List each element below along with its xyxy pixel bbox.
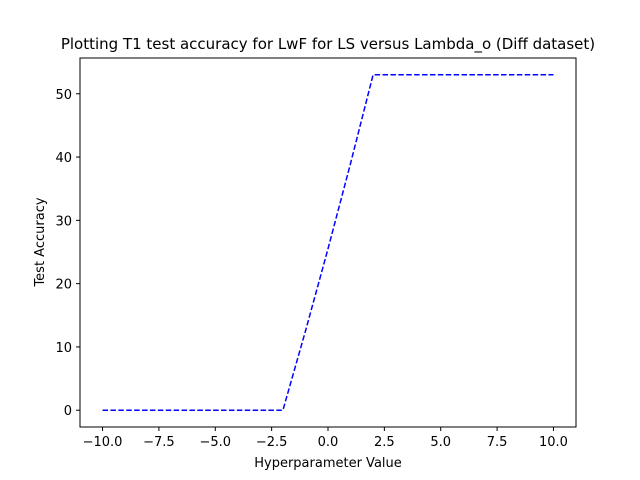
y-tick-label: 10 xyxy=(55,341,72,356)
plot-frame xyxy=(79,57,577,428)
x-axis-label: Hyperparameter Value xyxy=(254,456,402,471)
x-tick-label: 0.0 xyxy=(318,435,339,450)
y-tick-label: 0 xyxy=(64,404,72,419)
x-tick-label: −2.5 xyxy=(256,435,288,450)
y-tick-label: 20 xyxy=(55,278,72,293)
y-tick-label: 40 xyxy=(55,151,72,166)
x-axis-ticks: −10.0 −7.5 −5.0 −2.5 0.0 2.5 5.0 7.5 10.0 xyxy=(83,427,568,450)
y-tick-label: 50 xyxy=(55,88,72,103)
x-tick-label: 10.0 xyxy=(539,435,568,450)
chart-title: Plotting T1 test accuracy for LwF for LS… xyxy=(61,35,595,54)
x-tick-label: −10.0 xyxy=(83,435,123,450)
x-tick-label: −7.5 xyxy=(143,435,175,450)
x-tick-label: −5.0 xyxy=(199,435,231,450)
x-tick-label: 2.5 xyxy=(374,435,395,450)
series-line xyxy=(102,74,554,411)
x-tick-label: 5.0 xyxy=(430,435,451,450)
plot-area xyxy=(80,58,576,427)
y-axis-label: Test Accuracy xyxy=(33,197,48,287)
y-tick-label: 30 xyxy=(55,214,72,229)
y-axis-ticks: 0 10 20 30 40 50 xyxy=(55,88,80,419)
series-layer xyxy=(102,74,554,411)
x-tick-label: 7.5 xyxy=(487,435,508,450)
